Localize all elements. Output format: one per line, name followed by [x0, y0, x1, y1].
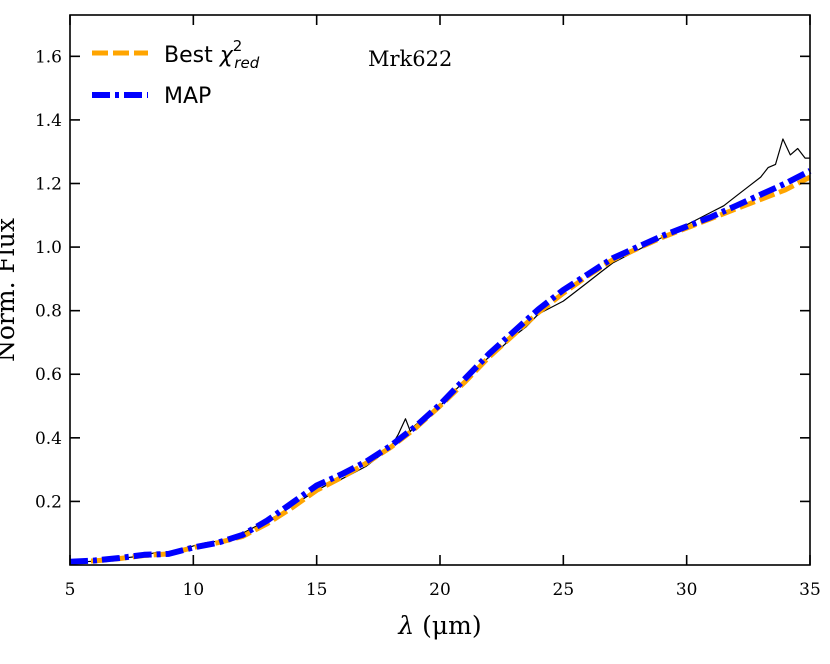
x-axis-label: λ (μm) [397, 611, 481, 640]
y-tick-label: 1.0 [35, 238, 62, 258]
x-tick-label: 10 [183, 580, 205, 600]
y-tick-label: 0.8 [35, 302, 62, 322]
x-tick-label: 30 [676, 580, 698, 600]
legend-best-label: Best χ2 red [164, 37, 260, 72]
legend-map-label: MAP [164, 84, 211, 109]
annotation-label: Mrk622 [368, 47, 452, 71]
x-tick-label: 15 [306, 580, 328, 600]
x-tick-label: 20 [429, 580, 451, 600]
y-tick-label: 0.6 [35, 365, 62, 385]
x-tick-label: 5 [65, 580, 76, 600]
series-layer [69, 138, 812, 565]
y-tick-label: 1.4 [35, 111, 62, 131]
y-tick-label: 1.6 [35, 47, 62, 67]
ticks-layer: 5 10 15 20 25 30 35 0.2 0.4 0.6 0.8 1.0 1.2 1.4 1.6 [35, 15, 821, 600]
y-tick-label: 1.2 [35, 174, 62, 194]
legend: Best χ2 red MAP [92, 37, 260, 109]
y-axis-label: Norm. Flux [0, 218, 20, 362]
series-line-dashdot [69, 168, 812, 565]
y-tick-label: 0.4 [35, 429, 62, 449]
series-line-solid [70, 138, 810, 563]
x-tick-label: 35 [799, 580, 821, 600]
y-tick-label: 0.2 [35, 492, 62, 512]
series-line-dashed [69, 174, 812, 565]
x-tick-label: 25 [553, 580, 575, 600]
